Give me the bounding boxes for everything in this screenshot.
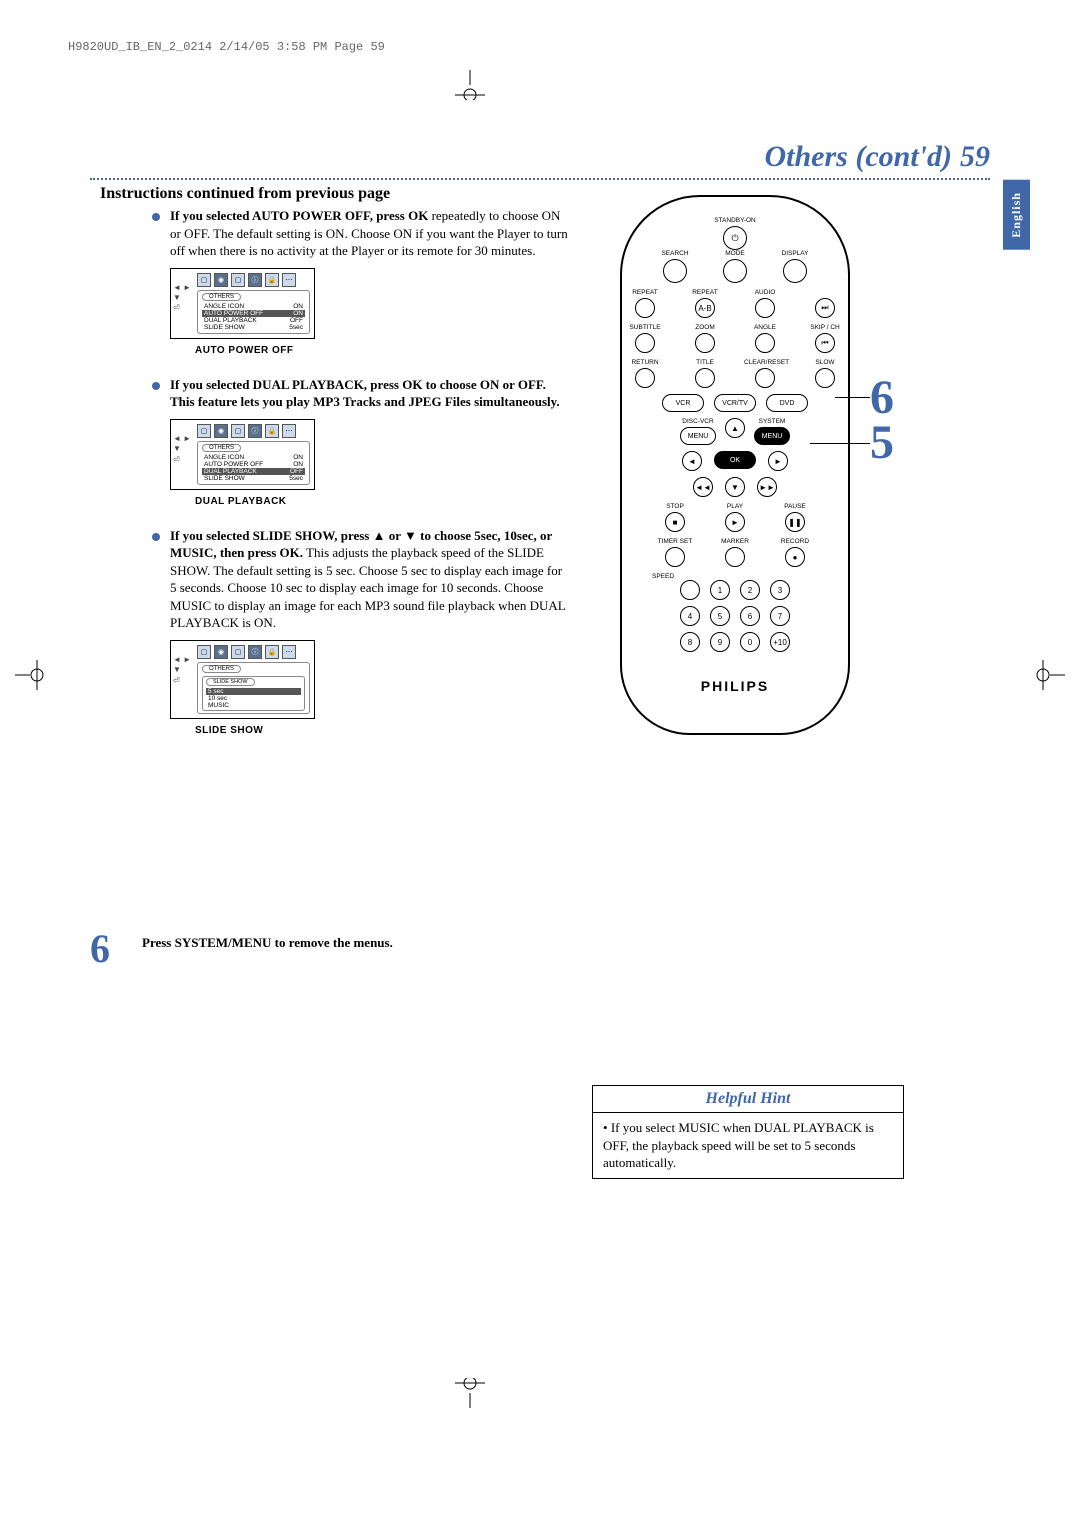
- bullet-slide-show: If you selected SLIDE SHOW, press ▲ or ▼…: [170, 527, 570, 632]
- caption-auto-power: AUTO POWER OFF: [195, 345, 570, 356]
- remote-control-diagram: STANDBY-ON⏻ SEARCH MODE DISPLAY REPEAT R…: [620, 195, 850, 735]
- nav-icons: ◄ ►▼⏎: [173, 283, 191, 314]
- ok-button: OK: [714, 451, 756, 469]
- bullet-icon: [152, 533, 160, 541]
- menu-screenshot-dual-playback: ◄ ►▼⏎ ▢ ◉ ▢ ⓘ 🔒 ⋯ OTHERS ANGLE ICONON AU…: [170, 419, 315, 490]
- page-number: 59: [960, 140, 990, 173]
- crop-mark-bottom: [455, 1378, 485, 1408]
- standby-button: ⏻: [723, 226, 747, 250]
- crop-mark-top: [455, 70, 485, 100]
- bullet-icon: [152, 213, 160, 221]
- menu-tab-icon: ▢: [231, 273, 245, 287]
- helpful-hint-box: Helpful Hint • If you select MUSIC when …: [592, 1085, 904, 1179]
- menu-tab-icon: ⓘ: [248, 273, 262, 287]
- nav-icons: ◄ ►▼⏎: [173, 434, 191, 465]
- bullet-icon: [152, 382, 160, 390]
- hint-title: Helpful Hint: [592, 1085, 904, 1112]
- menu-screenshot-auto-power: ◄ ►▼⏎ ▢ ◉ ▢ ⓘ 🔒 ⋯ OTHERS ANGLE ICONON AU…: [170, 268, 315, 339]
- callout-line: [810, 443, 870, 444]
- caption-slide-show: SLIDE SHOW: [195, 725, 570, 736]
- brand-logo: PHILIPS: [701, 678, 769, 694]
- section-subtitle: Instructions continued from previous pag…: [100, 185, 570, 203]
- page-title: Others (cont'd)59: [765, 140, 991, 174]
- step-6-text: Press SYSTEM/MENU to remove the menus.: [142, 935, 393, 951]
- page-header: H9820UD_IB_EN_2_0214 2/14/05 3:58 PM Pag…: [68, 40, 385, 54]
- callout-number-5: 5: [870, 415, 894, 470]
- menu-tab-icon: ⋯: [282, 273, 296, 287]
- dotted-rule: [90, 178, 990, 180]
- system-menu-button: MENU: [754, 427, 790, 445]
- menu-tab-icon: ◉: [214, 273, 228, 287]
- callout-line: [835, 397, 870, 398]
- menu-screenshot-slide-show: ◄ ►▼⏎ ▢ ◉ ▢ ⓘ 🔒 ⋯ OTHERS SLIDE SHOW 5 se…: [170, 640, 315, 719]
- bullet-auto-power-off: If you selected AUTO POWER OFF, press OK…: [170, 207, 570, 260]
- bullet-dual-playback: If you selected DUAL PLAYBACK, press OK …: [170, 376, 570, 411]
- caption-dual-playback: DUAL PLAYBACK: [195, 496, 570, 507]
- language-tab: English: [1003, 180, 1030, 250]
- hint-body: • If you select MUSIC when DUAL PLAYBACK…: [592, 1112, 904, 1179]
- menu-tab-icon: 🔒: [265, 273, 279, 287]
- nav-icons: ◄ ►▼⏎: [173, 655, 191, 686]
- crop-mark-left: [15, 660, 45, 690]
- crop-mark-right: [1035, 660, 1065, 690]
- step-number-6: 6: [90, 925, 110, 972]
- menu-tab-icon: ▢: [197, 273, 211, 287]
